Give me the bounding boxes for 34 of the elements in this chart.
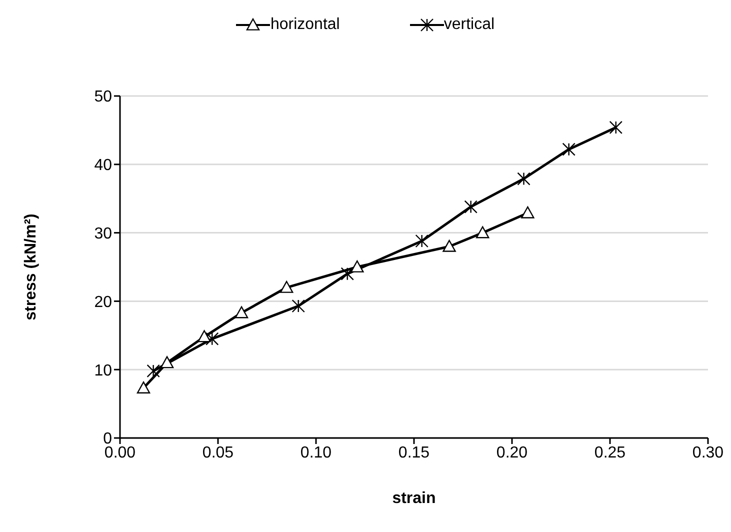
x-tick-label: 0.20 [496, 444, 528, 462]
point [464, 200, 478, 214]
point [146, 364, 160, 378]
y-tick-label: 40 [94, 157, 112, 174]
point [234, 306, 248, 318]
x-tick-label: 0.25 [594, 444, 626, 462]
x-tick-label: 0.15 [398, 444, 430, 462]
point [160, 356, 174, 368]
y-tick-label: 50 [94, 88, 112, 106]
point [609, 120, 622, 134]
point [136, 381, 150, 394]
point [340, 267, 354, 280]
y-tick-label: 30 [94, 225, 112, 242]
point [442, 240, 456, 252]
point [292, 299, 305, 313]
legend-label: horizontal [270, 16, 340, 34]
point [198, 330, 211, 342]
y-tick-label: 10 [94, 362, 112, 380]
legend-label: vertical [444, 16, 495, 34]
point [517, 172, 530, 186]
x-tick-label: 0.00 [104, 444, 136, 462]
point [206, 332, 219, 346]
x-tick-label: 0.05 [202, 444, 234, 462]
point [562, 142, 576, 156]
point [280, 280, 294, 293]
y-axis-title: stress (kN/m²) [22, 214, 40, 320]
point [476, 226, 490, 238]
point [350, 260, 364, 272]
y-tick-label: 20 [94, 294, 112, 311]
point [415, 234, 428, 248]
x-tick-label: 0.10 [300, 444, 332, 462]
x-tick-label: 0.30 [692, 444, 724, 462]
point [521, 206, 534, 218]
x-axis-title: strain [392, 490, 436, 507]
